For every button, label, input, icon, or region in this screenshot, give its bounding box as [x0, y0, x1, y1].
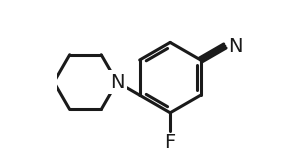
Text: N: N: [110, 73, 124, 92]
Text: F: F: [164, 133, 176, 152]
Text: N: N: [228, 37, 242, 56]
